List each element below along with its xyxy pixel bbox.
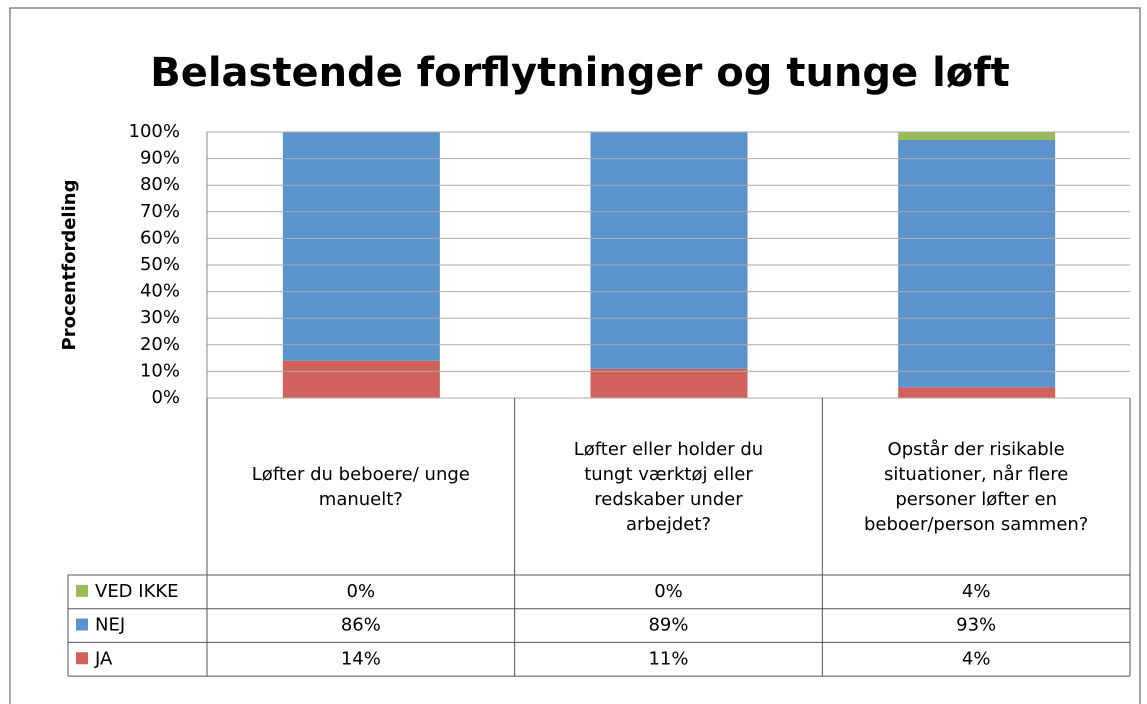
y-tick-label: 100% (129, 121, 180, 142)
legend-swatch (76, 652, 88, 665)
table-value: 0% (347, 581, 376, 602)
legend-swatch (76, 618, 88, 631)
y-tick-label: 10% (140, 360, 180, 381)
y-axis-label: Procentfordeling (59, 180, 80, 351)
chart-frame (9, 7, 1141, 704)
table-value: 86% (341, 615, 381, 636)
table-value: 93% (956, 615, 996, 636)
bar-segment (590, 368, 748, 398)
bar-segment (898, 387, 1056, 398)
bar-segment (590, 132, 748, 369)
bar-segment (898, 139, 1056, 388)
x-category-label: Løfter du beboere/ unge manuelt? (251, 463, 470, 510)
y-tick-label: 30% (140, 307, 180, 328)
table-value: 4% (962, 648, 991, 669)
y-tick-label: 0% (151, 387, 180, 408)
legend-label: VED IKKE (95, 581, 179, 602)
y-tick-label: 80% (140, 174, 180, 195)
bar-segment (282, 360, 440, 398)
bar-segment (282, 132, 440, 361)
x-category-label: Opstår der risikable situationer, når fl… (863, 438, 1089, 535)
chart-title: Belastende forflytninger og tunge løft (150, 50, 1010, 96)
y-tick-label: 40% (140, 281, 180, 302)
legend-swatch (76, 584, 88, 597)
table-value: 89% (648, 615, 688, 636)
table-value: 14% (341, 648, 381, 669)
legend-label: JA (94, 648, 113, 669)
y-tick-label: 90% (140, 148, 180, 169)
table-value: 4% (962, 581, 991, 602)
table-value: 0% (654, 581, 683, 602)
legend-label: NEJ (95, 615, 125, 636)
y-tick-label: 70% (140, 201, 180, 222)
bar-segment (898, 132, 1056, 140)
x-category-label: Løfter eller holder du tungt værktøj ell… (573, 438, 764, 535)
y-tick-label: 50% (140, 254, 180, 275)
y-tick-label: 60% (140, 227, 180, 248)
table-value: 11% (648, 648, 688, 669)
y-tick-label: 20% (140, 334, 180, 355)
